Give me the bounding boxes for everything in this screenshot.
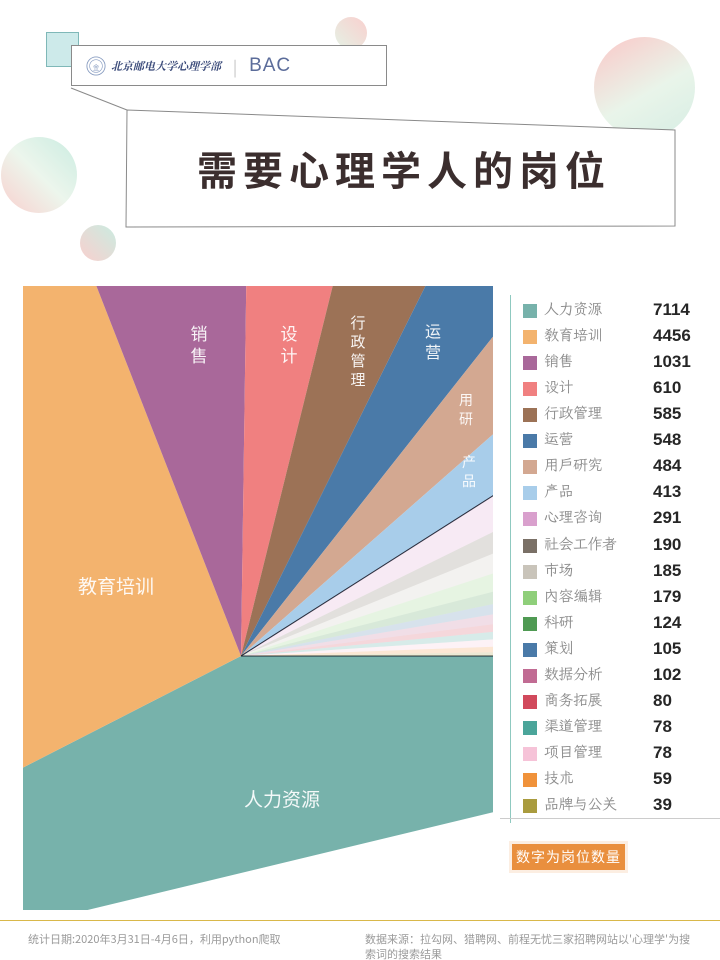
svg-text:金: 金 [93,62,100,71]
